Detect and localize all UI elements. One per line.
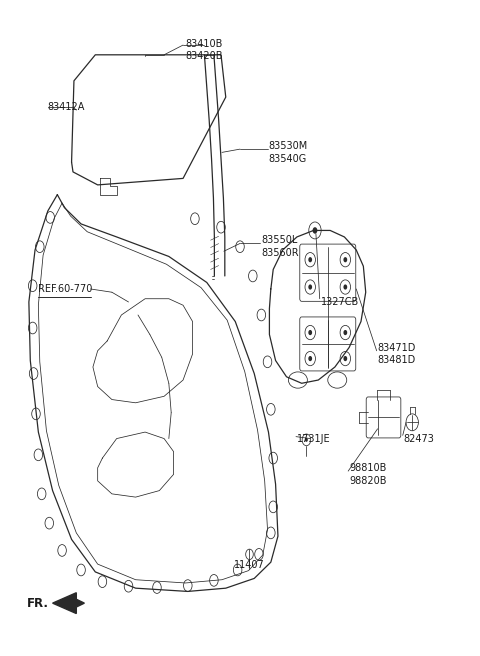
Polygon shape xyxy=(53,593,84,613)
Text: 83530M
83540G: 83530M 83540G xyxy=(268,141,308,163)
Text: 83471D
83481D: 83471D 83481D xyxy=(378,343,416,365)
Text: FR.: FR. xyxy=(26,597,48,609)
Circle shape xyxy=(312,227,317,234)
Text: 83550L
83560R: 83550L 83560R xyxy=(261,236,299,258)
Circle shape xyxy=(308,356,312,361)
Text: 82473: 82473 xyxy=(404,434,434,443)
Text: 83412A: 83412A xyxy=(48,102,85,112)
Circle shape xyxy=(343,257,347,262)
Text: REF.60-770: REF.60-770 xyxy=(38,284,93,294)
Text: 98810B
98820B: 98810B 98820B xyxy=(349,463,386,485)
Text: 1327CB: 1327CB xyxy=(321,297,359,307)
Circle shape xyxy=(305,438,308,442)
Text: 1731JE: 1731JE xyxy=(297,434,331,443)
Circle shape xyxy=(308,285,312,289)
Circle shape xyxy=(343,330,347,335)
Circle shape xyxy=(343,356,347,361)
Text: 11407: 11407 xyxy=(234,560,265,571)
Circle shape xyxy=(343,285,347,289)
Circle shape xyxy=(308,257,312,262)
Circle shape xyxy=(308,330,312,335)
Text: 83410B
83420B: 83410B 83420B xyxy=(186,39,223,61)
